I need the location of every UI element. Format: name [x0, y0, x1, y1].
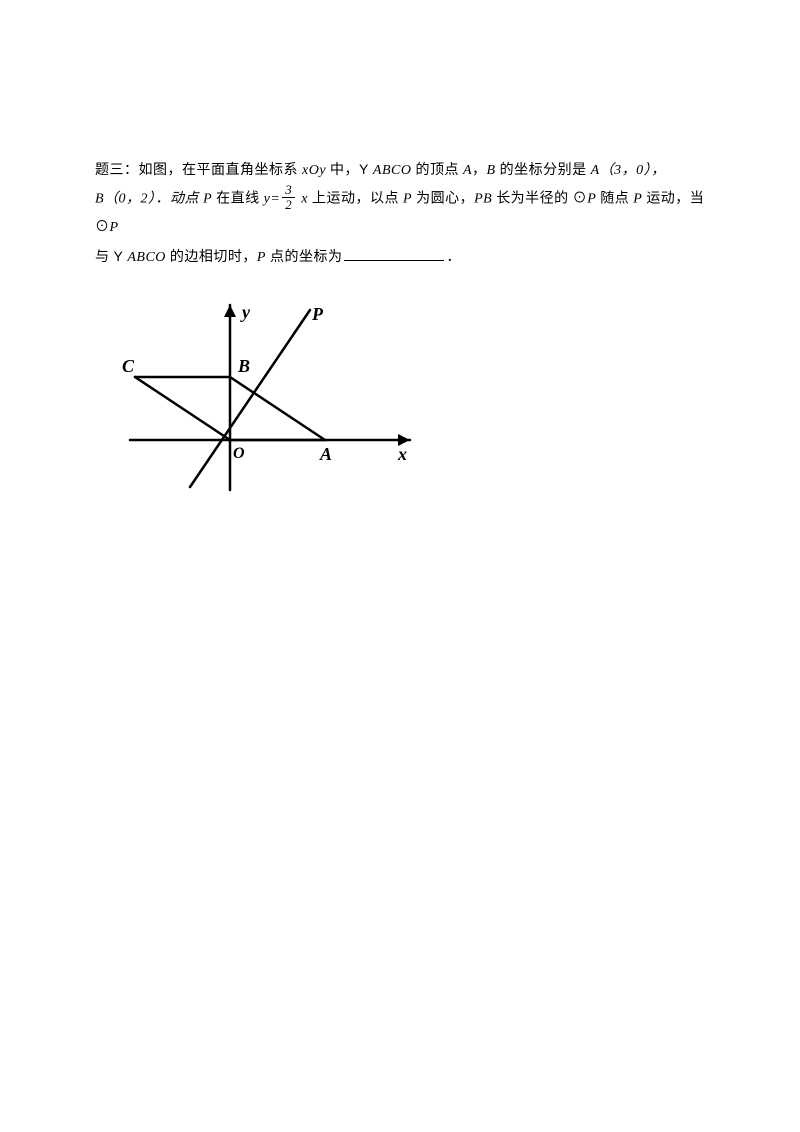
svg-text:P: P	[311, 304, 324, 324]
var-P: P	[633, 192, 642, 207]
coord-B-prefix: B（0，2）．动点	[95, 192, 203, 207]
text: 为圆心，	[412, 192, 474, 207]
svg-text:B: B	[237, 356, 250, 376]
fraction-denominator: 2	[282, 198, 295, 212]
problem-line-3: 与 Y ABCO 的边相切时，P 点的坐标为 ．	[95, 242, 705, 272]
answer-blank	[344, 246, 444, 261]
var-P: P	[403, 192, 412, 207]
page-content: 题三：如图，在平面直角坐标系 xOy 中，Y ABCO 的顶点 A，B 的坐标分…	[0, 0, 800, 505]
var-A: A	[463, 163, 472, 178]
var-PB: PB	[474, 192, 492, 207]
svg-text:A: A	[319, 444, 332, 464]
svg-text:x: x	[397, 444, 407, 464]
problem-line-2: B（0，2）．动点 P 在直线 y=32 x 上运动，以点 P 为圆心，PB 长…	[95, 185, 705, 242]
text: 随点	[596, 192, 633, 207]
text: 的顶点	[411, 163, 463, 178]
var-P: P	[203, 192, 212, 207]
text: 点的坐标为	[266, 250, 343, 265]
text: 长为半径的 ⊙	[492, 192, 587, 207]
var-x: x	[297, 192, 308, 207]
text: 的边相切时，	[166, 250, 257, 265]
coord-A: A（3，0），	[591, 163, 666, 178]
var-abco: ABCO	[127, 250, 166, 265]
text: 的坐标分别是	[496, 163, 591, 178]
figure-svg: y P C B O Ax	[120, 290, 420, 500]
var-P: P	[587, 192, 596, 207]
parallelogram-symbol: Y	[114, 248, 124, 264]
eq-y: y=	[264, 192, 281, 207]
var-B: B	[487, 163, 496, 178]
parallelogram-symbol: Y	[359, 161, 369, 177]
fraction-numerator: 3	[282, 183, 295, 198]
var-xoy: xOy	[302, 163, 326, 178]
text: 中，	[326, 163, 359, 178]
text: 与	[95, 250, 114, 265]
period: ．	[446, 250, 461, 265]
text: 上运动，以点	[308, 192, 403, 207]
text: ，	[472, 163, 487, 178]
svg-text:y: y	[240, 302, 251, 322]
problem-line-1: 题三：如图，在平面直角坐标系 xOy 中，Y ABCO 的顶点 A，B 的坐标分…	[95, 155, 705, 185]
fraction: 32	[282, 183, 295, 212]
coordinate-figure: y P C B O Ax	[120, 290, 705, 505]
var-abco: ABCO	[373, 163, 412, 178]
var-P: P	[257, 250, 266, 265]
problem-label: 题三：	[95, 163, 139, 178]
text: 在直线	[212, 192, 264, 207]
svg-text:C: C	[122, 356, 135, 376]
var-P: P	[110, 220, 119, 235]
svg-text:O: O	[233, 445, 245, 462]
text: 如图，在平面直角坐标系	[139, 163, 303, 178]
